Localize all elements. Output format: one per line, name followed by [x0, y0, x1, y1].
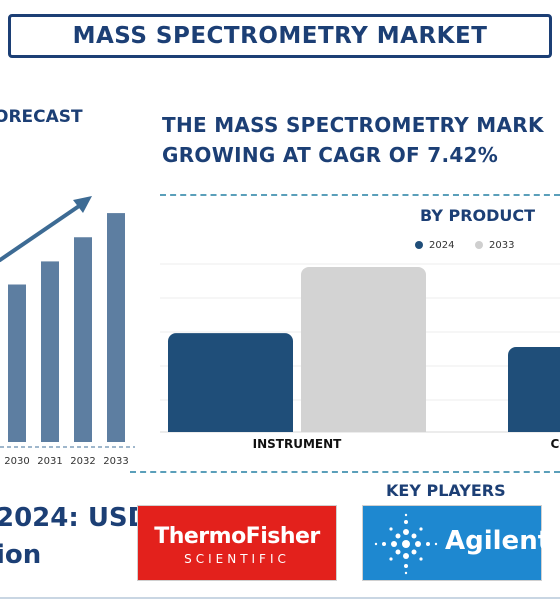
product-bar-instrument-2024 [168, 333, 293, 432]
legend-swatch-2024 [415, 241, 423, 249]
forecast-tick-2033: 2033 [103, 456, 128, 467]
cagr-headline: THE MASS SPECTROMETRY MARK GROWING AT CA… [162, 110, 544, 170]
trend-arrow-line [0, 202, 84, 262]
headline-line2: GROWING AT CAGR OF 7.42% [162, 143, 499, 167]
agilent-logo: Agilent [362, 505, 550, 581]
headline-line1: THE MASS SPECTROMETRY MARK [162, 113, 544, 137]
forecast-title: ORECAST [0, 107, 83, 127]
key-players-title: KEY PLAYERS [386, 481, 506, 500]
agilent-spark-icon [374, 513, 438, 575]
legend-label-2033: 2033 [489, 240, 515, 251]
page-title: MASS SPECTROMETRY MARKET [72, 23, 488, 49]
legend-item-2024: 2024 [415, 240, 454, 251]
market-value-text: 2024: USD ion [0, 500, 149, 574]
forecast-bar-2032 [74, 237, 92, 442]
footer-line [0, 597, 560, 599]
legend-item-2033: 2033 [475, 240, 514, 251]
market-value-line2: ion [0, 540, 42, 570]
product-bar-instrument-2033 [301, 266, 426, 432]
product-bar-co-2024 [508, 347, 560, 432]
trend-arrow-head [73, 196, 92, 213]
divider-top [160, 194, 560, 196]
market-value-line1: 2024: USD [0, 503, 150, 533]
thermofisher-logo-subtitle: SCIENTIFIC [184, 552, 290, 566]
forecast-bar-2030 [8, 284, 26, 442]
thermofisher-logo-name: ThermoFisher [154, 524, 320, 549]
forecast-tick-2032: 2032 [70, 456, 95, 467]
forecast-bar-2031 [41, 261, 59, 442]
title-banner: MASS SPECTROMETRY MARKET [8, 14, 552, 58]
forecast-tick-2031: 2031 [37, 456, 62, 467]
forecast-bar-chart: 2030 2031 2032 2033 [0, 196, 135, 467]
product-bar-base-instrument-2033 [301, 424, 426, 432]
forecast-bar-2033 [107, 213, 125, 442]
product-tick-instrument: INSTRUMENT [253, 437, 343, 451]
product-bar-base-instrument-2024 [168, 424, 293, 432]
agilent-logo-name: Agilent [445, 526, 551, 556]
product-tick-co: CO [550, 437, 560, 451]
forecast-tick-2030: 2030 [4, 456, 29, 467]
divider-bottom [130, 471, 560, 473]
product-chart-title: BY PRODUCT [420, 206, 536, 225]
legend-swatch-2033 [475, 241, 483, 249]
product-bar-chart: INSTRUMENT CO [160, 263, 560, 451]
legend-label-2024: 2024 [429, 240, 455, 251]
product-bar-base-co-2024 [508, 424, 560, 432]
thermofisher-logo: ThermoFisher SCIENTIFIC [137, 505, 337, 581]
